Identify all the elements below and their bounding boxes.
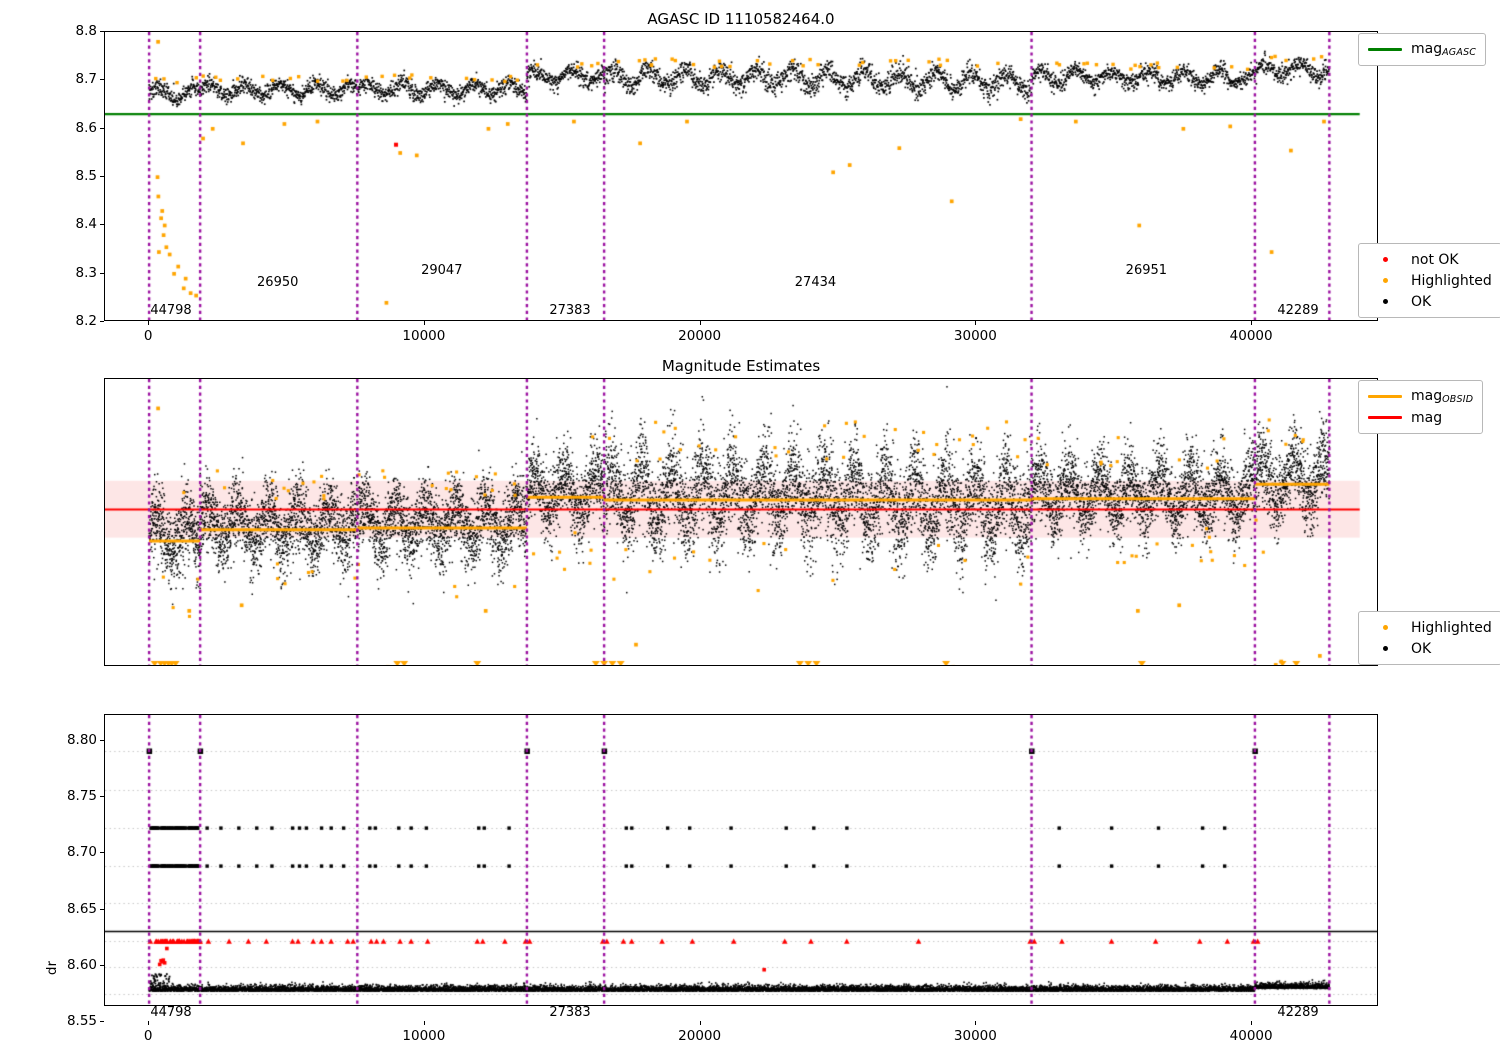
x-tick-mark (148, 1021, 150, 1025)
legend-item-highlighted-mid: Highlighted (1368, 617, 1492, 638)
legend-label-not-ok: not OK (1411, 251, 1459, 268)
y-tick-mark (100, 321, 104, 322)
y-tick-mark (100, 31, 104, 32)
legend-item-mag: mag (1368, 407, 1473, 428)
dr-axis-label: dr (44, 960, 60, 976)
x-tick-mark (699, 321, 701, 325)
bottom-axes (104, 714, 1378, 1006)
x-tick-label: 10000 (402, 328, 446, 344)
y-tick-mark (100, 796, 104, 797)
y-tick-label: 8.75 (66, 788, 97, 804)
legend-label-mag-agasc: magAGASC (1411, 40, 1477, 59)
x-tick-mark (423, 321, 425, 325)
obsid-label-42289: 42289 (1277, 303, 1319, 318)
x-tick-mark (423, 1021, 425, 1025)
top-axes (104, 31, 1378, 321)
obsid-label-29047: 29047 (421, 263, 463, 278)
obsid-label-27434: 27434 (794, 275, 837, 290)
x-tick-label: 20000 (678, 328, 722, 344)
figure-title: AGASC ID 1110582464.0 (647, 10, 835, 28)
legend-label-mag-obsid: magOBSID (1411, 387, 1474, 406)
obsid-label-27383: 27383 (549, 1005, 591, 1020)
y-tick-label: 8.80 (66, 731, 97, 748)
legend-item-mag-agasc: magAGASC (1368, 39, 1476, 60)
legend-item-ok-mid: OK (1368, 638, 1492, 659)
top-legend-points[interactable]: not OK Highlighted OK (1358, 243, 1500, 318)
bottom-panel: 010000200003000040000not Kalmannot track… (0, 685, 1500, 1050)
x-tick-mark (1251, 321, 1253, 325)
y-tick-mark (100, 964, 104, 966)
highlighted-dot-swatch (1368, 278, 1402, 283)
y-tick-label: 8.2 (75, 313, 97, 329)
not-ok-dot-swatch (1368, 257, 1402, 262)
y-tick-label: 8.65 (66, 900, 97, 917)
y-tick-mark (100, 79, 104, 81)
x-tick-label: 30000 (953, 1028, 997, 1044)
x-tick-mark (1251, 1021, 1253, 1025)
ok-dot-swatch (1368, 299, 1402, 304)
x-tick-label: 20000 (678, 1028, 722, 1044)
obsid-label-26951: 26951 (1125, 263, 1168, 278)
legend-label-ok: OK (1411, 293, 1432, 310)
y-tick-label: 8.5 (75, 168, 97, 184)
y-tick-label: 8.70 (66, 844, 97, 861)
top-legend-line[interactable]: magAGASC (1358, 33, 1487, 66)
y-tick-mark (100, 272, 104, 274)
y-tick-mark (100, 224, 104, 226)
y-tick-label: 8.60 (66, 956, 97, 973)
obsid-label-44798: 44798 (150, 303, 192, 318)
x-tick-label: 0 (143, 328, 153, 344)
x-tick-label: 0 (143, 1028, 153, 1044)
middle-panel: Magnitude Estimates 0 10000 20000 30000 4000… (0, 355, 1500, 1044)
legend-item-mag-obsid: magOBSID (1368, 386, 1473, 407)
middle-panel-title: Magnitude Estimates (661, 357, 821, 375)
obsid-label-27383: 27383 (549, 303, 591, 318)
x-tick-mark (148, 321, 150, 325)
y-tick-mark (100, 127, 104, 129)
obsid-label-26950: 26950 (257, 275, 299, 290)
x-tick-label: 10000 (402, 1028, 446, 1044)
x-tick-label: 40000 (1229, 328, 1273, 344)
legend-label-highlighted: Highlighted (1411, 272, 1492, 289)
obsid-label-42289: 42289 (1277, 1005, 1319, 1020)
y-tick-mark (100, 852, 104, 854)
mag-line-swatch (1368, 415, 1402, 420)
y-tick-mark (100, 908, 104, 910)
mag-agasc-line-swatch (1368, 47, 1402, 52)
y-tick-label: 8.7 (75, 71, 97, 88)
legend-label-ok-mid: OK (1411, 640, 1432, 657)
legend-label-mag: mag (1411, 409, 1443, 426)
mag-obsid-line-swatch (1368, 394, 1402, 399)
middle-legend-lines[interactable]: magOBSID mag (1358, 380, 1484, 434)
x-tick-label: 40000 (1229, 1028, 1273, 1044)
x-tick-label: 30000 (953, 328, 997, 344)
legend-item-not-ok: not OK (1368, 249, 1492, 270)
middle-legend-points[interactable]: Highlighted OK (1358, 611, 1500, 665)
y-tick-label: 8.8 (75, 23, 97, 39)
x-tick-mark (699, 1021, 701, 1025)
legend-label-highlighted-mid: Highlighted (1411, 619, 1492, 636)
y-tick-label: 8.3 (75, 264, 97, 281)
x-tick-mark (975, 321, 977, 325)
x-tick-mark (975, 1021, 977, 1025)
legend-item-highlighted: Highlighted (1368, 270, 1492, 291)
y-tick-label: 8.55 (66, 1013, 97, 1029)
highlighted-dot-swatch-mid (1368, 625, 1402, 630)
y-tick-label: 8.6 (75, 119, 97, 136)
y-tick-mark (100, 1021, 104, 1022)
top-panel: AGASC ID 1110582464.0 0 10000 20000 30000 40… (0, 0, 1500, 355)
y-tick-mark (100, 739, 104, 741)
legend-item-ok: OK (1368, 291, 1492, 312)
middle-axes (104, 378, 1378, 666)
y-tick-mark (100, 176, 104, 177)
obsid-label-44798: 44798 (150, 1005, 192, 1020)
y-tick-label: 8.4 (75, 216, 97, 233)
ok-dot-swatch-mid (1368, 646, 1402, 651)
